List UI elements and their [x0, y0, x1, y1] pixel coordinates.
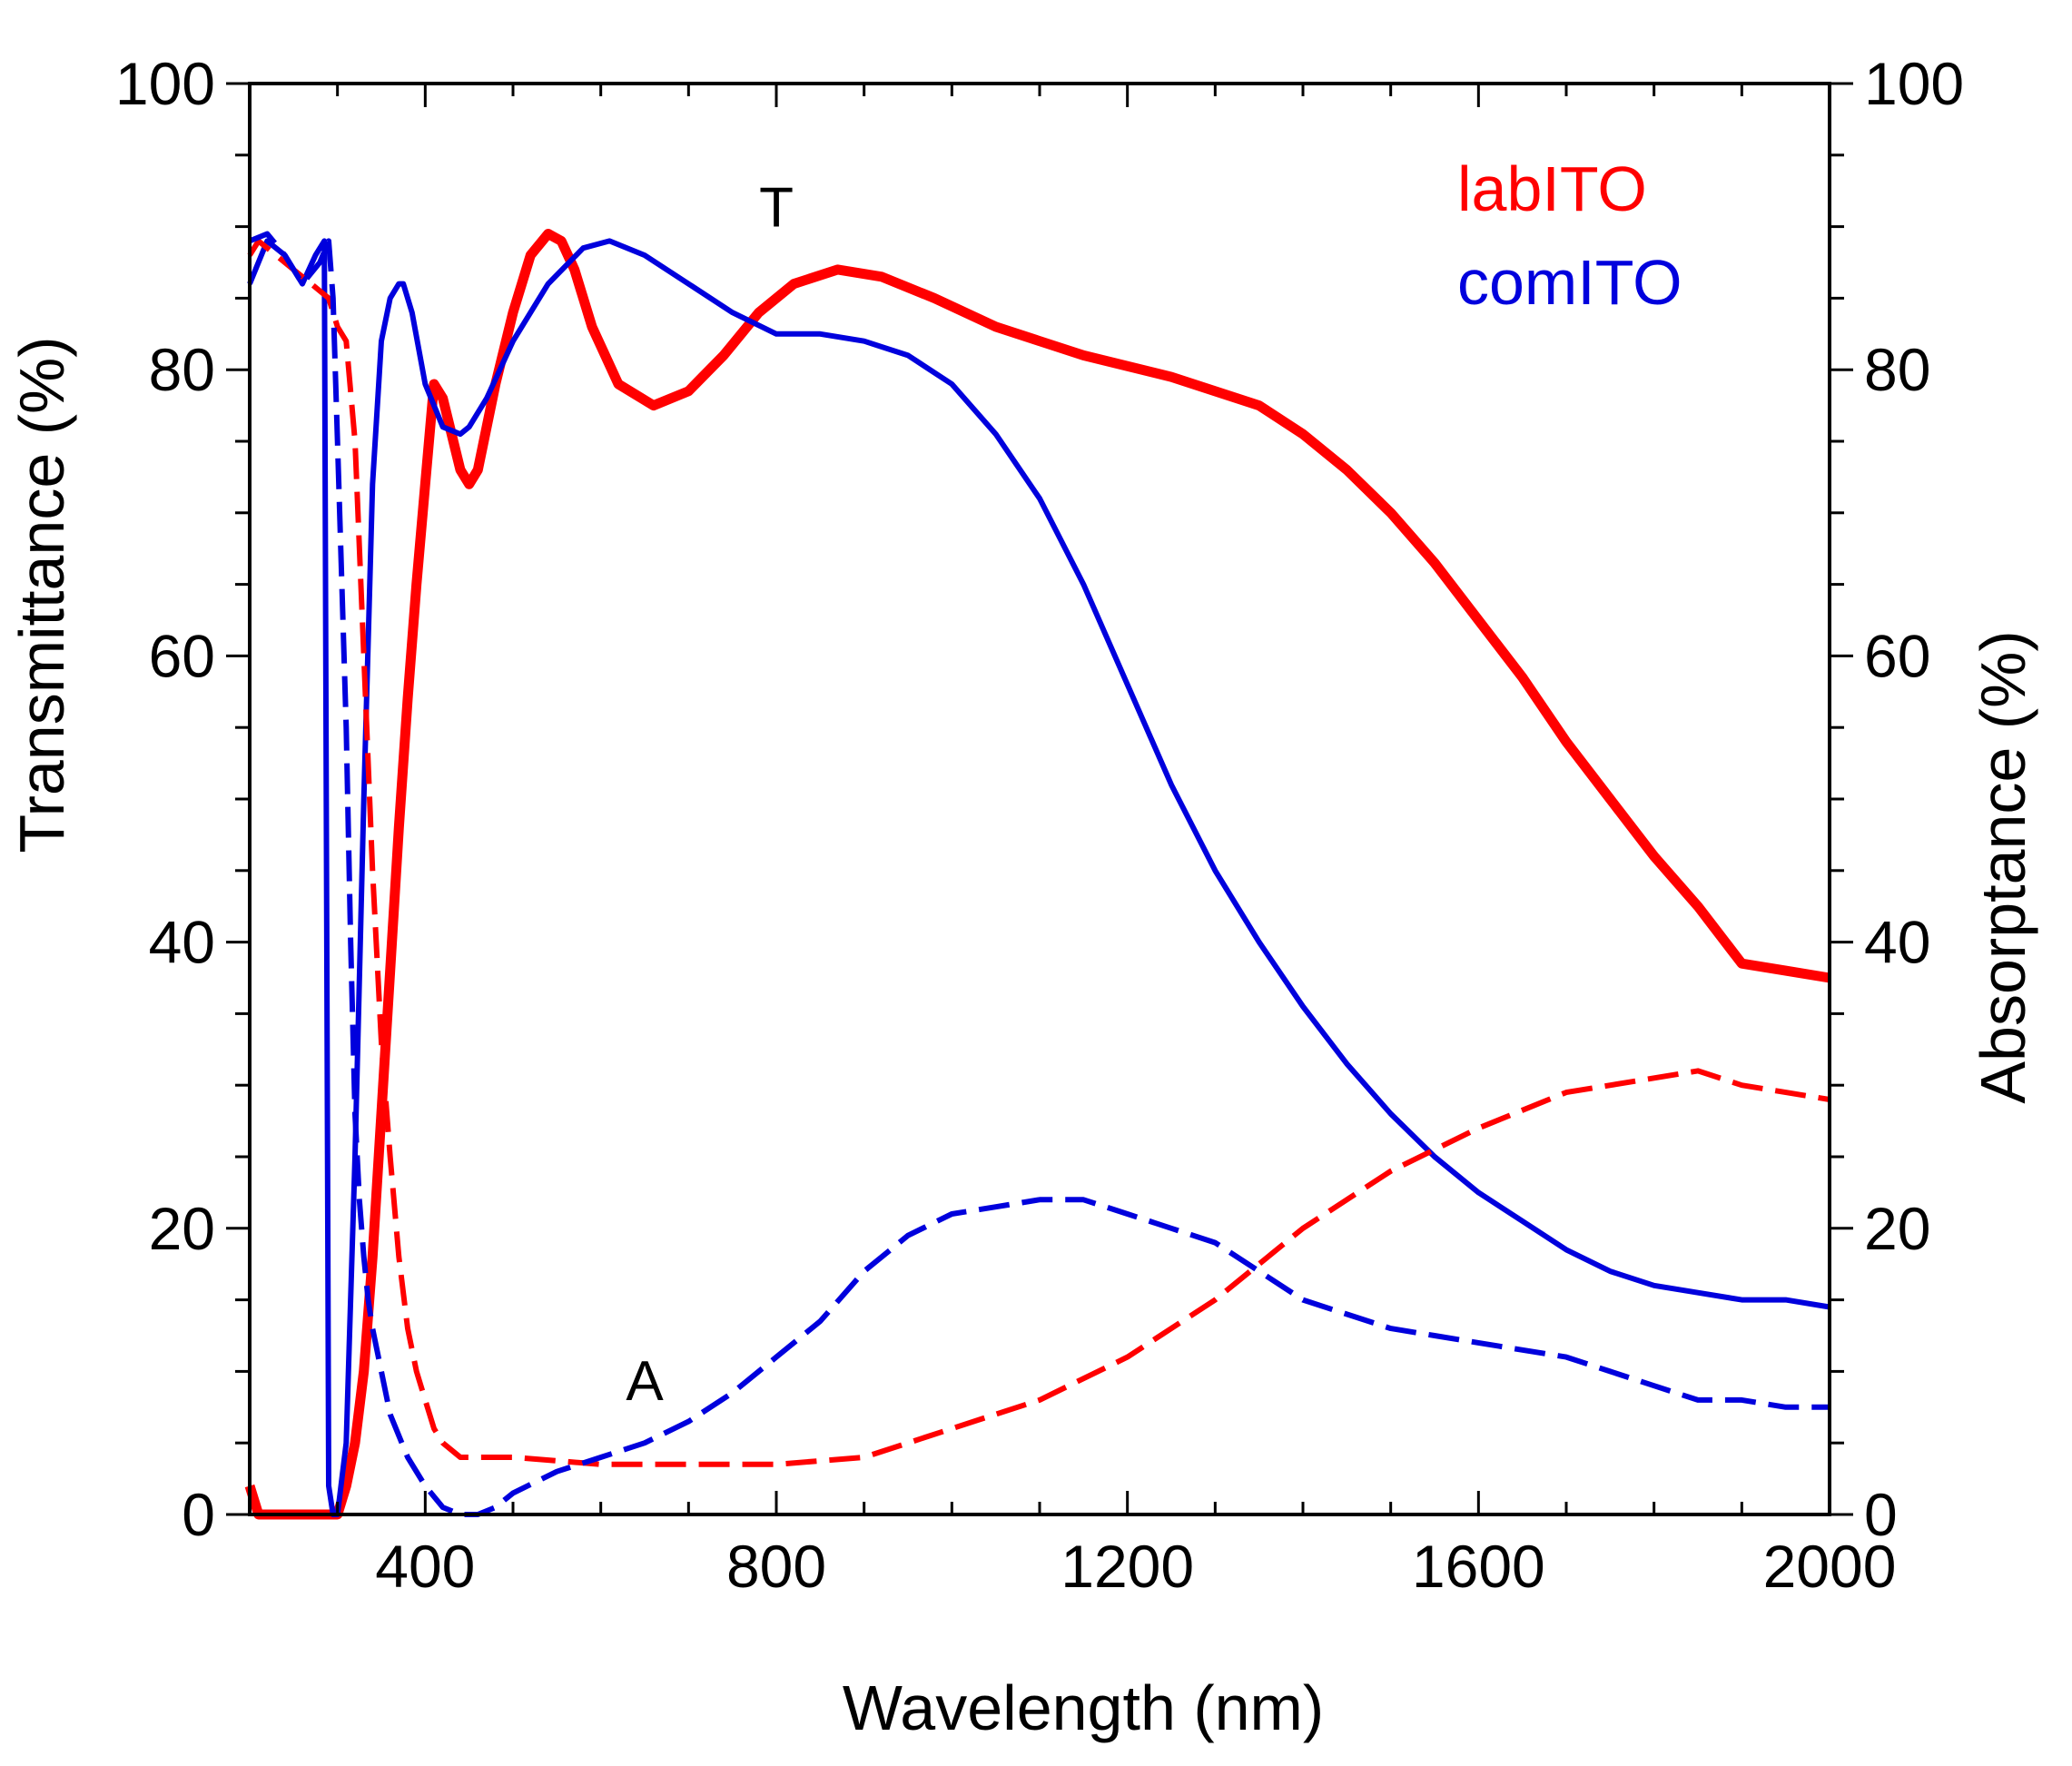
- y-tick-label: 20: [149, 1195, 215, 1262]
- series-line-labito-a: [247, 238, 1830, 1467]
- y2-tick-label: 20: [1864, 1195, 1930, 1262]
- legend-label-comito: comITO: [1457, 247, 1682, 318]
- y-tick-label: 100: [115, 50, 215, 117]
- legend-label-labito: labITO: [1457, 153, 1647, 224]
- x-tick-label: 800: [726, 1533, 826, 1600]
- y2-tick-label: 60: [1864, 622, 1930, 689]
- y-tick-label: 80: [149, 336, 215, 403]
- y-tick-label: 40: [149, 909, 215, 976]
- series-line-labito-t: [244, 229, 1830, 1520]
- y-tick-label: 0: [182, 1481, 215, 1548]
- y-tick-label: 60: [149, 622, 215, 689]
- y2-axis-title: Absorptance (%): [1968, 630, 2038, 1103]
- y2-tick-label: 40: [1864, 909, 1930, 976]
- axes-layer: [226, 82, 1853, 1516]
- x-tick-label: 2000: [1763, 1533, 1897, 1600]
- x-tick-label: 1200: [1061, 1533, 1194, 1600]
- series-layer: [244, 229, 1830, 1520]
- y-axis-title: Transmittance (%): [6, 336, 77, 853]
- annotation-a: A: [626, 1350, 664, 1413]
- x-tick-label: 1600: [1412, 1533, 1545, 1600]
- x-tick-label: 400: [375, 1533, 475, 1600]
- series-line-comito-t: [247, 238, 1830, 1517]
- text-layer: Wavelength (nm) Transmittance (%) Absorp…: [6, 50, 2038, 1743]
- series-line-comito-a: [248, 231, 1830, 1517]
- y2-tick-label: 0: [1864, 1481, 1898, 1548]
- x-axis-title: Wavelength (nm): [843, 1672, 1324, 1743]
- y2-tick-label: 100: [1864, 50, 1964, 117]
- annotation-t: T: [759, 177, 794, 240]
- y2-tick-label: 80: [1864, 336, 1930, 403]
